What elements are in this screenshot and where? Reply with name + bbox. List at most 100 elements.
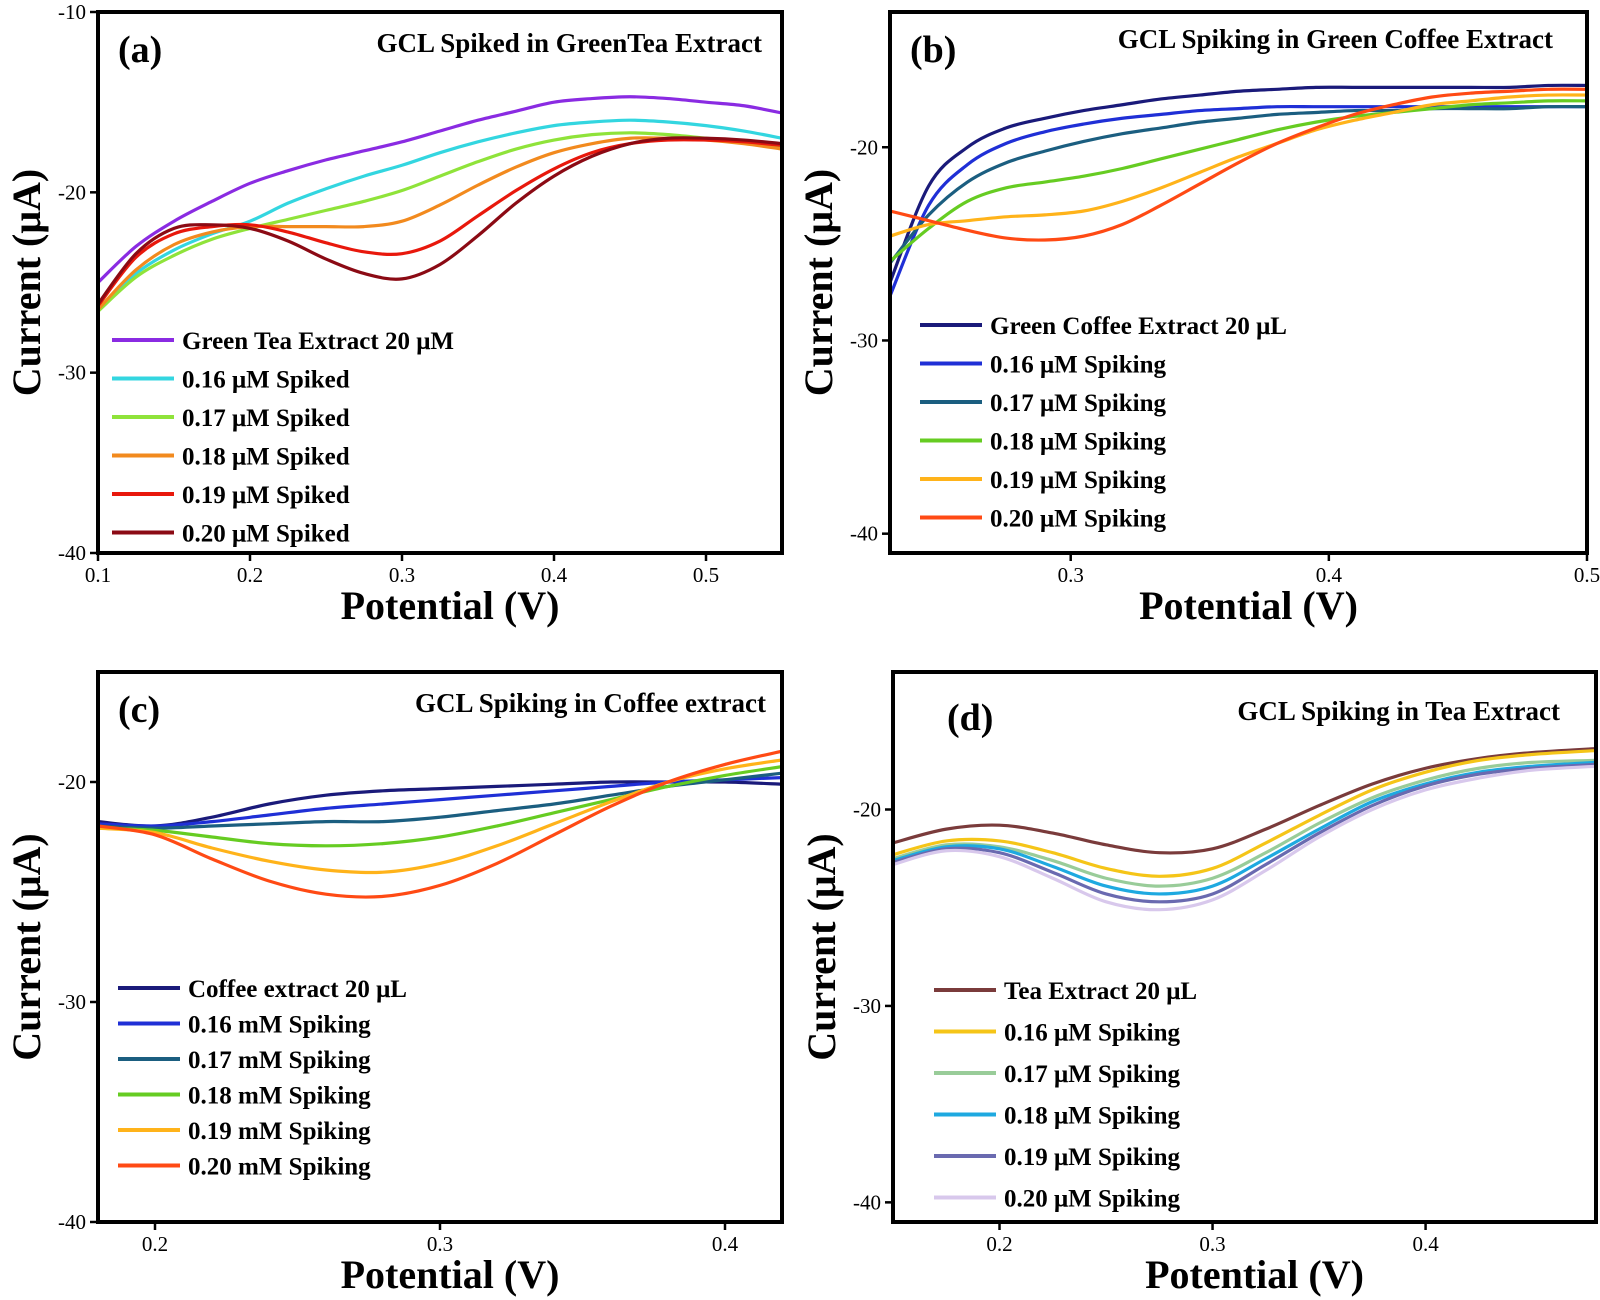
y-tick-label-b: -40: [850, 522, 878, 546]
y-tick-label-a: -20: [58, 180, 86, 204]
legend-label-d-1: Tea Extract 20 μL: [1004, 978, 1197, 1005]
panel-title-c: GCL Spiking in Coffee extract: [415, 688, 766, 718]
x-tick-label-c: 0.3: [427, 1232, 453, 1256]
legend-label-b-5: 0.19 μM Spiking: [990, 467, 1167, 494]
panel-title-b: GCL Spiking in Green Coffee Extract: [1118, 24, 1553, 54]
series-line-a-6: [98, 136, 782, 306]
panel-title-a: GCL Spiked in GreenTea Extract: [376, 28, 762, 58]
y-tick-label-d: -40: [853, 1190, 881, 1214]
legend-label-b-3: 0.17 μM Spiking: [990, 390, 1167, 417]
legend-d: Tea Extract 20 μL 0.16 μM Spiking 0.17 μM …: [934, 978, 1197, 1213]
legend-label-b-6: 0.20 μM Spiking: [990, 506, 1167, 533]
y-tick-label-b: -20: [850, 135, 878, 159]
series-line-a-3: [98, 131, 782, 313]
plot-frame-a: [96, 10, 784, 555]
x-tick-label-c: 0.4: [712, 1232, 739, 1256]
series-line-a-1: [98, 95, 782, 285]
legend-label-c-3: 0.17 mM Spiking: [188, 1047, 371, 1074]
legend-label-c-6: 0.20 mM Spiking: [188, 1154, 371, 1181]
curves-c: [98, 749, 782, 899]
x-tick-label-a: 0.4: [541, 563, 568, 587]
x-axis-label-b: Potential (V): [1139, 583, 1358, 628]
y-tick-label-d: -30: [853, 994, 881, 1018]
y-tick-label-a: -10: [58, 0, 86, 24]
x-tick-label-a: 0.3: [389, 563, 415, 587]
x-tick-label-d: 0.2: [986, 1232, 1012, 1256]
legend-label-d-4: 0.18 μM Spiking: [1004, 1103, 1181, 1130]
y-tick-label-c: -20: [58, 770, 86, 794]
series-line-c-1: [98, 780, 782, 828]
legend-label-a-6: 0.20 μM Spiked: [182, 521, 350, 548]
legend-label-a-3: 0.17 μM Spiked: [182, 405, 350, 432]
legend-label-a-2: 0.16 μM Spiked: [182, 367, 350, 394]
x-tick-label-b: 0.5: [1574, 563, 1600, 587]
panel-letter-a: (a): [118, 29, 162, 71]
y-axis-label-b: Current (μA): [796, 169, 841, 396]
legend-a: Green Tea Extract 20 μM 0.16 μM Spiked 0.1…: [112, 328, 454, 548]
series-line-b-6: [890, 87, 1587, 242]
series-line-b-2: [890, 104, 1587, 298]
plot-frame-b: [888, 10, 1589, 555]
series-line-d-5: [893, 762, 1596, 904]
curves-b: [890, 83, 1587, 298]
x-axis-label-d: Potential (V): [1145, 1252, 1364, 1297]
y-tick-label-a: -40: [58, 541, 86, 565]
x-tick-label-d: 0.4: [1412, 1232, 1439, 1256]
panel-b: 0.3 0.4 0.5 -20 -30 -40 Potential (V) Current (…: [796, 10, 1600, 628]
legend-c: Coffee extract 20 μL 0.16 mM Spiking 0.17 …: [118, 976, 407, 1181]
series-line-b-3: [890, 104, 1587, 265]
y-axis-label-d: Current (μA): [799, 833, 844, 1060]
curves-d: [893, 747, 1596, 912]
panel-d: 0.2 0.3 0.4 -20 -30 -40 Potential (V) Current (…: [799, 670, 1598, 1297]
y-tick-label-c: -30: [58, 990, 86, 1014]
panel-c: 0.2 0.3 0.4 -20 -30 -40 Potential (V) Current (…: [4, 670, 784, 1297]
plot-frame-d: [891, 670, 1598, 1224]
legend-label-b-4: 0.18 μM Spiking: [990, 429, 1167, 456]
series-line-b-4: [890, 99, 1587, 263]
curves-a: [98, 95, 782, 313]
series-line-d-4: [893, 760, 1596, 896]
series-line-b-5: [890, 93, 1587, 238]
legend-label-b-1: Green Coffee Extract 20 μL: [990, 313, 1287, 340]
x-tick-label-a: 0.5: [693, 563, 719, 587]
x-axis-label-a: Potential (V): [341, 583, 560, 628]
y-axis-label-a: Current (μA): [4, 169, 49, 396]
y-axis-label-c: Current (μA): [4, 833, 49, 1060]
legend-label-c-1: Coffee extract 20 μL: [188, 976, 407, 1003]
panel-letter-c: (c): [118, 689, 160, 731]
series-line-a-5: [98, 138, 782, 308]
legend-label-d-2: 0.16 μM Spiking: [1004, 1020, 1181, 1047]
series-line-b-1: [890, 83, 1587, 285]
series-line-a-2: [98, 118, 782, 312]
legend-label-c-4: 0.18 mM Spiking: [188, 1083, 371, 1110]
series-line-d-3: [893, 758, 1596, 888]
legend-label-a-5: 0.19 μM Spiked: [182, 482, 350, 509]
x-tick-label-d: 0.3: [1199, 1232, 1225, 1256]
series-line-d-6: [893, 764, 1596, 912]
panel-letter-b: (b): [910, 29, 956, 71]
legend-b: Green Coffee Extract 20 μL 0.16 μM Spikin…: [920, 313, 1287, 533]
x-tick-label-b: 0.4: [1316, 563, 1343, 587]
legend-label-c-5: 0.19 mM Spiking: [188, 1118, 371, 1145]
legend-label-b-2: 0.16 μM Spiking: [990, 352, 1167, 379]
legend-label-c-2: 0.16 mM Spiking: [188, 1012, 371, 1039]
legend-label-d-6: 0.20 μM Spiking: [1004, 1186, 1181, 1213]
legend-label-d-5: 0.19 μM Spiking: [1004, 1144, 1181, 1171]
x-tick-label-b: 0.3: [1058, 563, 1084, 587]
x-tick-label-c: 0.2: [142, 1232, 168, 1256]
panel-title-d: GCL Spiking in Tea Extract: [1237, 696, 1560, 726]
y-tick-label-d: -20: [853, 798, 881, 822]
series-line-d-1: [893, 747, 1596, 855]
series-line-c-4: [98, 765, 782, 848]
legend-label-a-4: 0.18 μM Spiked: [182, 444, 350, 471]
y-tick-label-a: -30: [58, 361, 86, 385]
legend-label-d-3: 0.17 μM Spiking: [1004, 1061, 1181, 1088]
x-axis-label-c: Potential (V): [341, 1252, 560, 1297]
x-tick-label-a: 0.1: [85, 563, 111, 587]
y-tick-label-b: -30: [850, 328, 878, 352]
panel-a: 0.1 0.2 0.3 0.4 0.5 -10 -20 -30 -40 Potential (V)…: [4, 0, 784, 628]
x-tick-label-a: 0.2: [237, 563, 263, 587]
series-line-d-2: [893, 748, 1596, 878]
series-line-c-6: [98, 749, 782, 899]
